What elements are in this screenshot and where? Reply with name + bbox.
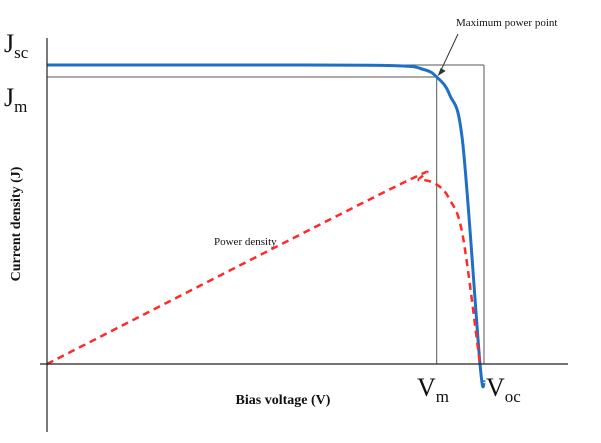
axes [40, 38, 568, 432]
y-axis-label: Current density (J) [9, 166, 24, 281]
x-tick-voc: Voc [486, 373, 521, 406]
power-density-annotation: Power density [214, 236, 277, 248]
max-power-point-annotation: Maximum power point [456, 17, 557, 29]
power-density-curve [46, 170, 482, 366]
y-tick-jsc: Jsc [4, 29, 29, 62]
pointer-arrowhead [437, 67, 446, 76]
annotation-pointer [437, 33, 459, 76]
plot-series [46, 63, 486, 389]
y-tick-jm: Jm [4, 83, 27, 116]
x-tick-vm: Vm [417, 373, 449, 406]
guide-lines [47, 64, 485, 364]
x-axis-label: Bias voltage (V) [236, 393, 331, 408]
pointer-line [439, 33, 459, 74]
current-density-curve [46, 63, 486, 389]
